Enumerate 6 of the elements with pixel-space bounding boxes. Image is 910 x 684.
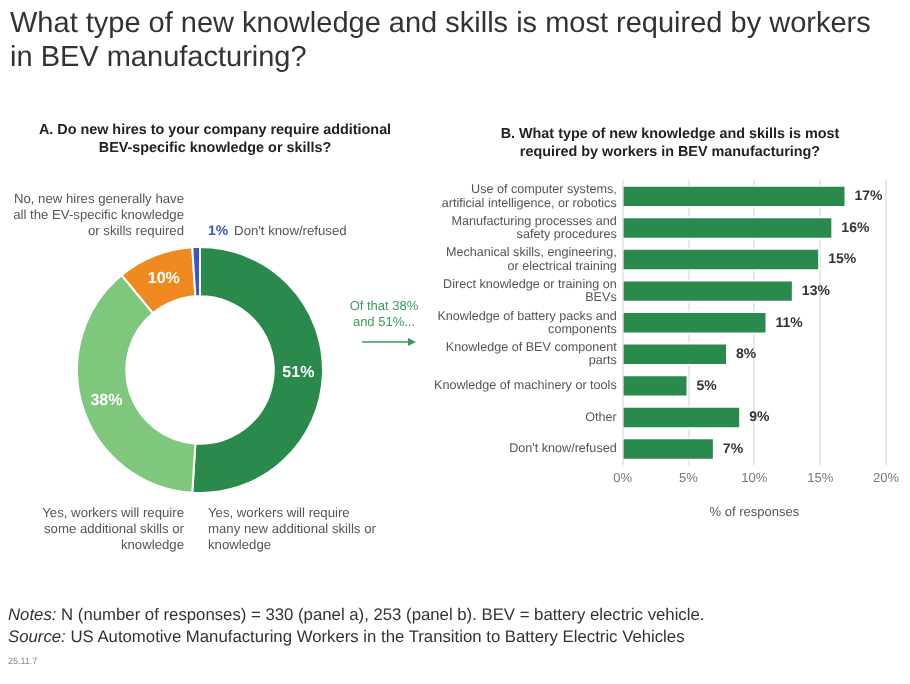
text: Notes: N (number of responses) = 330 (panel a), 253 (panel b). BEV = battery electric vehicle.: [8, 604, 707, 626]
text: What type of new knowledge and skills is most required by workers in BEV manufacturing?: [10, 8, 873, 76]
data-label: 10%: [147, 268, 180, 287]
source-note: Source: US Automotive Manufacturing Workers in the Transition to Battery Electric Vehicles: [8, 626, 687, 648]
data-label: 51%: [282, 363, 315, 382]
data-label: 38%: [90, 390, 123, 409]
